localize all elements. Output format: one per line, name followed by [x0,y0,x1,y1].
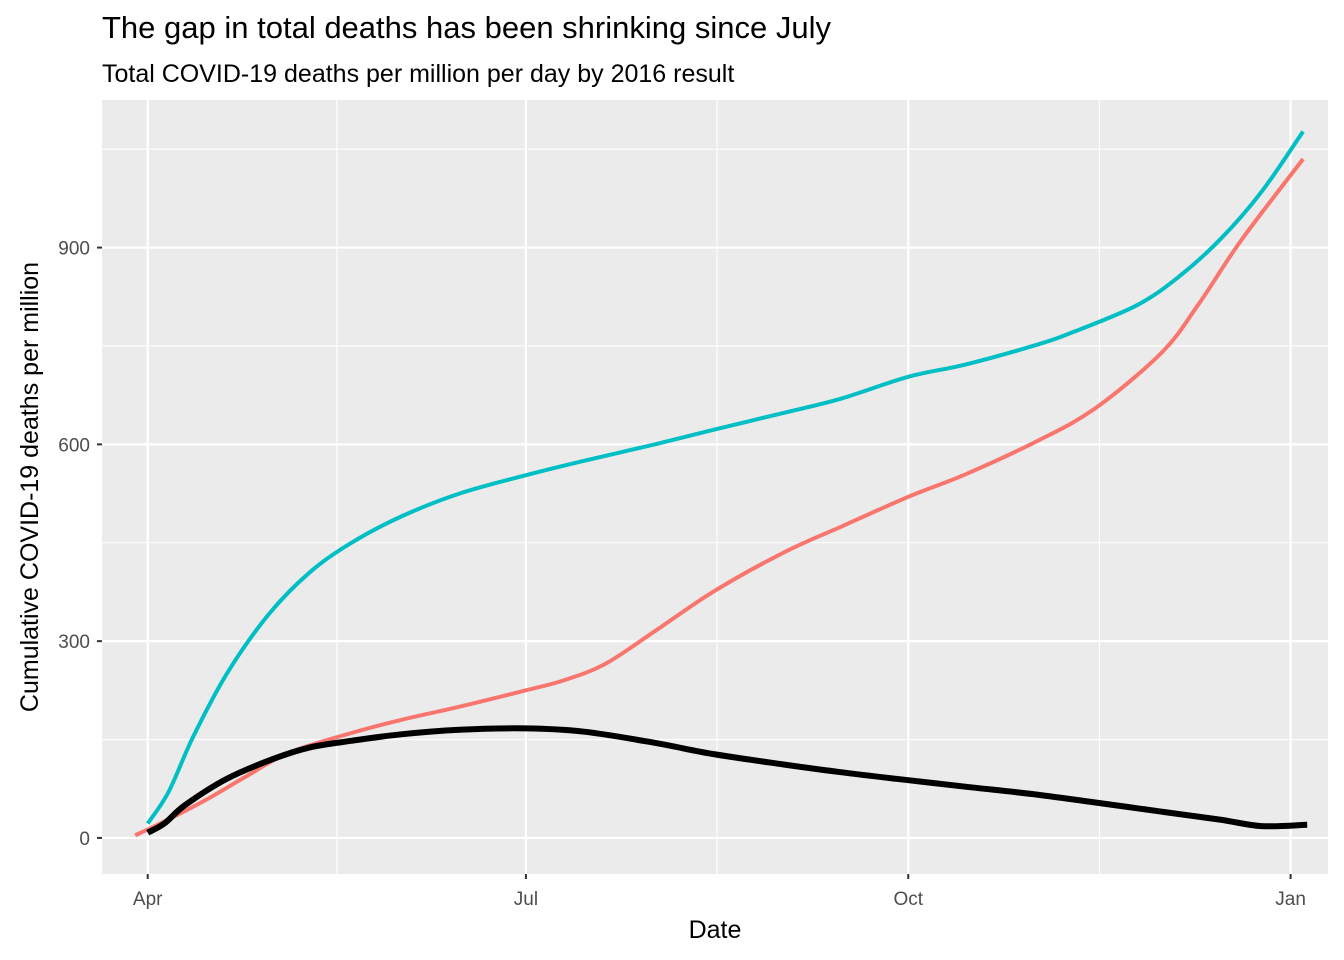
y-tick-labels: 0 300 600 900 [58,239,90,850]
x-tick-label: Jul [514,889,538,910]
y-tick-label: 600 [58,435,90,456]
y-axis-title: Cumulative COVID-19 deaths per million [16,262,44,712]
series-layer [134,130,1308,838]
x-tick-labels: Apr Jul Oct Jan [133,889,1306,910]
major-gridlines [102,100,1328,874]
x-tick-label: Oct [893,889,923,910]
x-axis-title: Date [689,916,742,944]
y-tick-label: 900 [58,239,90,260]
plot-panel [102,100,1328,874]
chart-subtitle: Total COVID-19 deaths per million per da… [102,60,735,88]
y-tick-label: 300 [58,632,90,653]
minor-gridlines [102,100,1328,874]
x-tick-label: Apr [133,889,163,910]
series-line-3 [146,725,1308,836]
series-line-1 [146,130,1305,825]
chart-title: The gap in total deaths has been shrinki… [102,10,831,45]
x-tick-label: Jan [1275,889,1306,910]
axis-ticks [97,246,1292,879]
y-tick-label: 0 [79,829,90,850]
